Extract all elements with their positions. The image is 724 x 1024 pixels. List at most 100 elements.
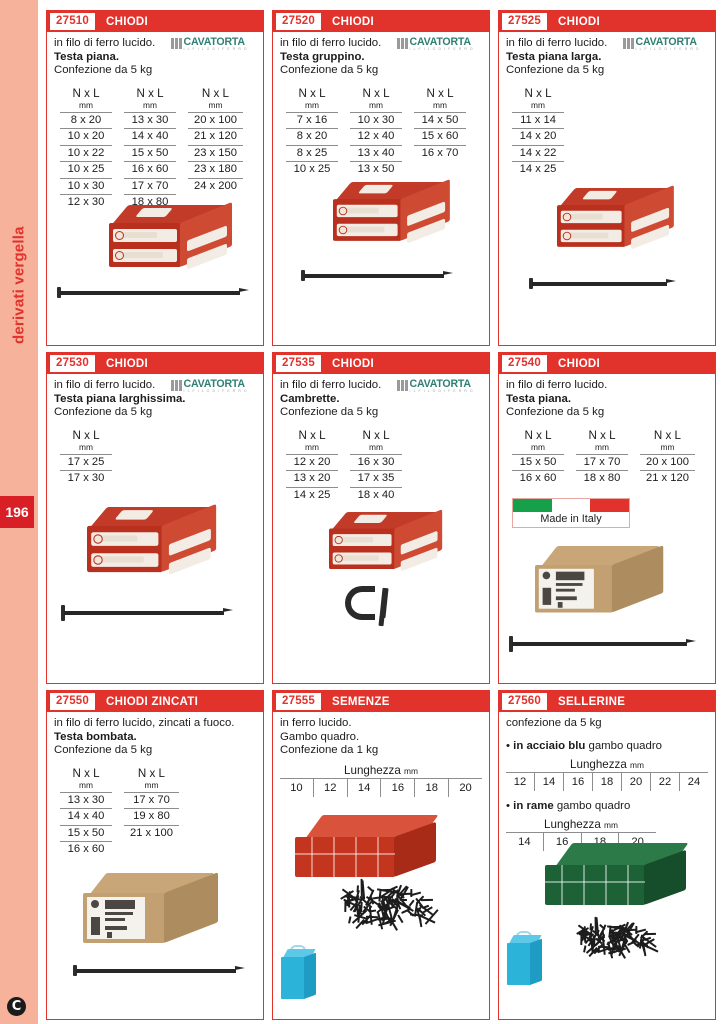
unit-label: mm [79, 779, 93, 790]
desc-packaging: Confezione da 5 kg [506, 64, 605, 77]
product-panel-27520: 27520 CHIODI CAVATORTA I L F I L O D I F E … [272, 10, 490, 346]
length-table: Lunghezza mm 10 12 14 16 18 20 [280, 764, 482, 797]
brand-name: CAVATORTA [409, 377, 472, 390]
product-title: CHIODI [105, 15, 149, 28]
logo-bars-icon [397, 38, 408, 49]
product-description: in ferro lucido. Gambo quadro. Confezione … [280, 717, 482, 758]
panel-body: in filo di ferro lucido. Testa piana. Conf… [499, 374, 715, 528]
size-row: 8 x 25 [286, 144, 338, 162]
desc-type: Testa piana. [506, 392, 571, 405]
cavatorta-logo: CAVATORTA I L F I L O D I F E R R O [171, 378, 257, 393]
size-row: 13 x 40 [350, 144, 402, 162]
size-row: 13 x 20 [286, 470, 338, 487]
logo-bars-icon [623, 38, 634, 49]
unit-label: mm [630, 759, 644, 770]
size-row: 8 x 20 [60, 111, 112, 129]
desc-packaging: Confezione da 1 kg [280, 744, 379, 757]
unit-label: mm [660, 441, 675, 452]
length-table-header: Lunghezza mm [544, 817, 618, 831]
length-cell: 14 [506, 832, 544, 851]
desc-packaging: Confezione da 5 kg [280, 64, 379, 77]
page-number: 196 [0, 496, 34, 528]
product-code: 27525 [502, 13, 547, 30]
size-row: 17 x 25 [60, 453, 112, 471]
size-row: 24 x 200 [188, 177, 243, 195]
unit-label: mm [531, 441, 545, 452]
length-table-header: Lunghezza mm [344, 763, 418, 777]
length-cell: 12 [506, 772, 535, 791]
desc-line: in filo di ferro lucido, zincati a fuoco… [54, 717, 235, 729]
size-row: 10 x 25 [286, 161, 338, 178]
product-artwork [273, 809, 489, 1019]
brand-tagline: I L F I L O D I F E R R O [635, 46, 700, 51]
product-description: in filo di ferro lucido, zincati a fuoco… [54, 717, 256, 758]
desc-line: in filo di ferro lucido. [506, 37, 608, 49]
size-row: 13 x 30 [124, 111, 176, 129]
size-row: 10 x 30 [350, 111, 402, 129]
size-row: 15 x 50 [512, 453, 564, 471]
desc-line: in ferro lucido. [280, 717, 352, 729]
unit-label: mm [604, 819, 618, 830]
length-cell: 16 [381, 778, 416, 797]
unit-label: mm [208, 99, 223, 110]
size-row: 14 x 40 [60, 808, 112, 825]
size-row: 10 x 22 [60, 144, 112, 162]
made-in-italy-label: Made in Italy [540, 512, 602, 525]
desc-line: confezione da 5 kg [506, 717, 602, 729]
size-row: 16 x 70 [414, 144, 466, 162]
length-cell: 16 [564, 772, 593, 791]
logo-bars-icon [171, 38, 182, 49]
variant-label: • in rame gambo quadro [506, 800, 708, 812]
size-row: 15 x 50 [124, 144, 176, 162]
product-grid: 27510 CHIODI CAVATORTA I L F I L O D I F E … [46, 10, 716, 1020]
size-row: 7 x 16 [286, 111, 338, 129]
desc-type: Testa piana. [54, 50, 119, 63]
unit-label: mm [143, 99, 157, 110]
product-panel-27525: 27525 CHIODI CAVATORTA I L F I L O D I F E … [498, 10, 716, 346]
product-artwork [499, 170, 715, 345]
cavatorta-logo: CAVATORTA I L F I L O D I F E R R O [623, 36, 709, 51]
product-code: 27520 [276, 13, 321, 30]
size-row: 20 x 100 [640, 453, 695, 471]
product-title: CHIODI [557, 357, 601, 370]
size-row: 21 x 120 [640, 470, 695, 487]
size-row: 14 x 40 [124, 128, 176, 145]
unit-label: mm [305, 441, 319, 452]
product-panel-27510: 27510 CHIODI CAVATORTA I L F I L O D I F E … [46, 10, 264, 346]
panel-body: in filo di ferro lucido, zincati a fuoco… [47, 712, 263, 858]
section-label: derivati vergella [10, 226, 28, 344]
panel-header: 27520 CHIODI [273, 11, 489, 32]
brand-tagline: I L F I L O D I F E R R O [409, 388, 474, 393]
unit-label: mm [305, 99, 319, 110]
size-row: 14 x 20 [512, 128, 564, 145]
product-panel-27540: 27540 CHIODI in filo di ferro lucido. Testa… [498, 352, 716, 684]
logo-bars-icon [171, 380, 182, 391]
size-row: 16 x 30 [350, 453, 402, 471]
length-cell: 18 [415, 778, 450, 797]
panel-header: 27555 SEMENZE [273, 691, 489, 712]
product-description: confezione da 5 kg [506, 717, 708, 731]
size-row: 17 x 70 [124, 791, 179, 809]
unit-label: mm [369, 441, 383, 452]
publisher-logo-icon: C [7, 997, 26, 1016]
panel-header: 27540 CHIODI [499, 353, 715, 374]
product-title: CHIODI [331, 15, 375, 28]
size-row: 21 x 120 [188, 128, 243, 145]
product-code: 27510 [50, 13, 95, 30]
